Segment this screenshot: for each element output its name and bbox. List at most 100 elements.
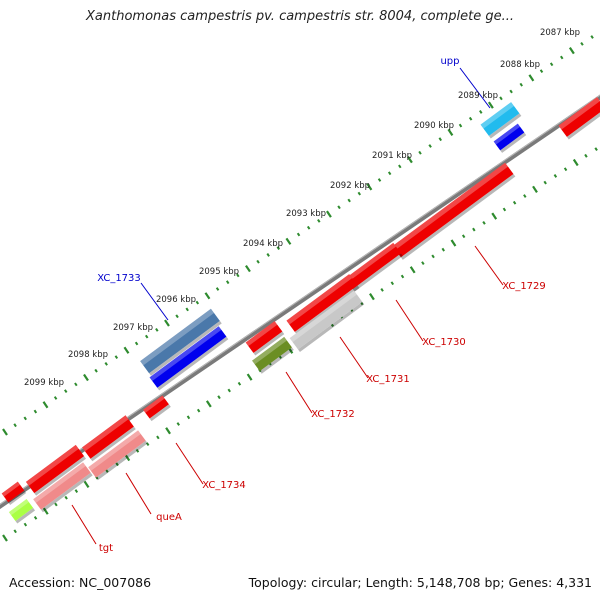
feature-pink-a-face: [88, 430, 146, 478]
map-title: Xanthomonas campestris pv. campestris st…: [86, 9, 514, 24]
inner-tick-ring: [491, 212, 498, 220]
inner-tick-ring: [421, 261, 425, 265]
feature-xc-1730: [345, 242, 403, 292]
feature-lime-shine: [8, 499, 29, 516]
feature-blue-2: [149, 326, 229, 391]
gene-label-xc-1729: XC_1729: [502, 281, 546, 292]
feature-xc-1731a-depth: [294, 285, 360, 335]
feature-xc-1730-face: [345, 242, 401, 290]
scale-label: 2098 kbp: [68, 350, 108, 360]
outer-tick-ring: [519, 82, 523, 87]
feature-quea-red-shine: [82, 415, 129, 452]
feature-lime: [8, 499, 36, 524]
outer-tick-ring: [195, 300, 200, 305]
feature-xc-1731a-shine: [286, 274, 353, 325]
inner-tick-ring: [54, 502, 58, 507]
inner-tick-ring: [523, 194, 527, 198]
scale-label: 2090 kbp: [414, 121, 454, 131]
gene-label-xc-1734: XC_1734: [202, 480, 246, 491]
outer-tick-ring: [64, 389, 68, 394]
outer-tick-ring: [144, 334, 149, 339]
outer-tick-ring: [306, 225, 311, 230]
gene-label-upp: upp: [440, 56, 459, 67]
inner-tick-ring: [64, 495, 68, 500]
inner-tick-ring: [532, 185, 538, 193]
scale-label: 2099 kbp: [24, 378, 64, 388]
inner-tick-ring: [74, 489, 79, 493]
outer-tick-ring: [42, 401, 49, 409]
outer-tick-ring: [549, 62, 554, 67]
feature-tgt-red-face: [25, 444, 85, 494]
scale-label: 2091 kbp: [372, 151, 412, 161]
inner-tick-ring: [205, 400, 212, 408]
inner-tick-ring: [145, 442, 150, 447]
feature-xc1734b: [493, 123, 527, 153]
inner-tick-ring: [441, 247, 445, 252]
inner-tick-ring: [431, 254, 435, 259]
leader-xc-1733: [140, 282, 169, 321]
inner-tick-ring: [512, 200, 517, 205]
outer-tick-ring: [487, 101, 494, 109]
outer-tick-ring: [225, 280, 230, 285]
feature-tgt-red-depth: [34, 456, 86, 496]
outer-tick-ring: [83, 373, 89, 382]
outer-tick-ring: [53, 396, 58, 400]
outer-tick-ring: [2, 428, 8, 436]
feature-xc1734b-face: [493, 123, 525, 151]
feature-pink-b-depth: [40, 472, 93, 513]
inner-tick-ring: [461, 234, 466, 239]
feature-red-small-shine: [1, 481, 21, 497]
feature-blue-2-face: [149, 326, 227, 388]
gene-label-tgt: tgt: [99, 543, 113, 554]
feature-red-small-face: [1, 481, 25, 503]
inner-tick-ring: [23, 522, 28, 527]
feature-xc1734b-depth: [500, 132, 527, 153]
outer-tick-ring: [256, 259, 260, 264]
outer-tick-ring: [204, 292, 211, 300]
feature-blue-2-shine: [149, 326, 222, 382]
feature-xc-1733-face: [140, 308, 220, 374]
inner-tick-ring: [482, 220, 486, 225]
inner-tick-ring: [237, 381, 242, 386]
feature-xc1734b-shine: [493, 123, 521, 145]
outer-tick-ring: [468, 116, 473, 121]
outer-tick-ring: [560, 55, 564, 60]
gene-label-quea: queA: [156, 512, 182, 523]
feature-quea-red-face: [82, 415, 134, 459]
inner-tick-ring: [246, 373, 253, 381]
feature-pink-a-shine: [88, 430, 141, 471]
gene-label-xc-1733: XC_1733: [97, 273, 141, 284]
inner-tick-ring: [13, 529, 17, 534]
leader-xc-1730: [395, 299, 424, 342]
outer-tick-ring: [447, 128, 454, 136]
outer-tick-ring: [175, 314, 179, 319]
gene-label-xc-1730: XC_1730: [422, 337, 466, 348]
outer-tick-ring: [499, 96, 503, 101]
outer-tick-ring: [347, 198, 351, 203]
inner-tick-ring: [176, 422, 180, 426]
outer-tick-ring: [245, 264, 251, 273]
inner-tick-ring: [2, 534, 8, 542]
outer-tick-ring: [185, 307, 189, 312]
outer-tick-ring: [377, 178, 382, 182]
genome-summary: Topology: circular; Length: 5,148,708 bp…: [248, 575, 592, 590]
feature-xc-1731a-face: [286, 274, 358, 332]
feature-red-small-depth: [8, 490, 27, 505]
inner-tick-ring: [165, 427, 171, 435]
scale-label: 2097 kbp: [113, 323, 153, 333]
inner-tick-ring: [227, 388, 231, 393]
inner-tick-ring: [135, 448, 140, 453]
feature-lime-depth: [15, 507, 36, 524]
feature-gray: [289, 290, 365, 353]
feature-xc-1733-depth: [149, 320, 222, 376]
leader-xc-1734: [175, 442, 204, 485]
inner-tick-ring: [502, 207, 507, 212]
outer-tick-ring: [94, 368, 98, 373]
feature-xc-1729-shine: [392, 162, 509, 250]
feature-tgt-red-shine: [25, 444, 79, 486]
feature-quea-red-depth: [90, 426, 136, 462]
feature-upp-face: [480, 102, 520, 136]
scale-label: 2089 kbp: [458, 91, 498, 101]
feature-gray-depth: [298, 301, 365, 353]
outer-tick-ring: [590, 35, 594, 39]
